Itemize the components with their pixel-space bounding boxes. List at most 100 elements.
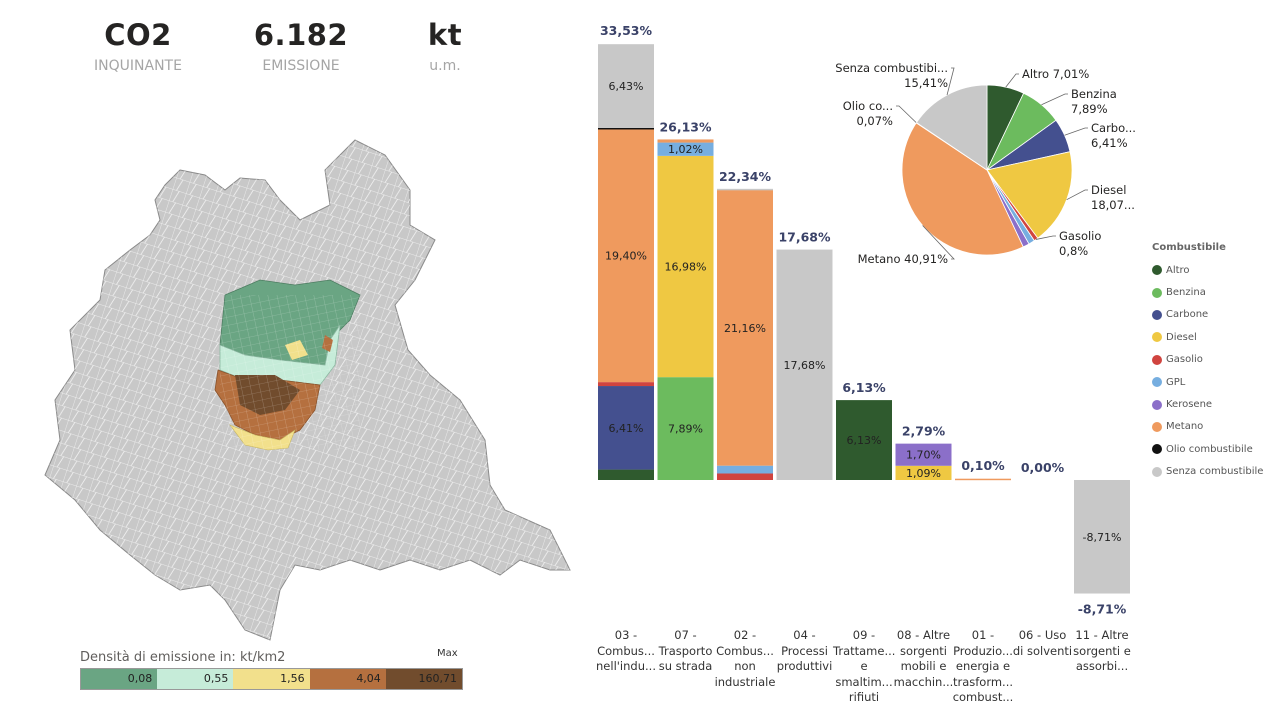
bar-category-line: Trasporto	[658, 643, 713, 658]
pie-leader-line	[946, 67, 955, 96]
bar-category-line: 04 -	[793, 628, 816, 642]
pie-leader-line	[1064, 127, 1088, 136]
bar-total-label: 0,00%	[1021, 460, 1065, 475]
pie-slice-label: Senza combustibi...	[835, 61, 948, 75]
bar-segment[interactable]	[598, 469, 654, 480]
bar-segment[interactable]	[955, 478, 1011, 481]
bar-segment[interactable]	[598, 382, 654, 387]
bar-category-line: mobili e	[900, 659, 947, 673]
bar-category-line: trasform...	[952, 674, 1014, 689]
bar-segment[interactable]	[657, 139, 714, 143]
bar-segment[interactable]	[598, 386, 654, 470]
bar-segment[interactable]	[717, 188, 773, 191]
bar-category-line: macchin...	[893, 674, 954, 689]
pie-leader-line	[1041, 93, 1068, 106]
fuel-legend-item[interactable]: Olio combustibile	[1152, 438, 1263, 460]
fuel-legend-item[interactable]: Senza combustibile	[1152, 461, 1263, 483]
fuel-legend-item[interactable]: Carbone	[1152, 304, 1263, 326]
bar-segment-label: 21,16%	[724, 322, 766, 335]
bar-category-line: su strada	[658, 659, 713, 673]
fuel-legend-item[interactable]: Metano	[1152, 416, 1263, 438]
bar-category-line: 06 - Uso	[1018, 628, 1067, 642]
pie-slice-label: 18,07...	[1091, 198, 1135, 212]
kpi-pollutant-value: CO2	[104, 18, 172, 52]
density-legend-title: Densità di emissione in: kt/km2	[80, 650, 286, 665]
bar-category-label: 06 - Uso di solventi	[1012, 628, 1074, 659]
bar-segment[interactable]	[717, 189, 773, 466]
bar-segment[interactable]	[836, 400, 892, 480]
density-legend-bin[interactable]: 4,04	[309, 669, 386, 689]
fuel-legend-item[interactable]: GPL	[1152, 371, 1263, 393]
bar-segment[interactable]	[598, 44, 654, 128]
pie-slice-label: Metano 40,91%	[858, 252, 948, 266]
bar-category-line: combust...	[952, 690, 1014, 704]
fuel-legend: Combustibile Altro Benzina Carbone Diesel Ga…	[1152, 242, 1263, 483]
bar-total-label: 33,53%	[600, 23, 653, 38]
fuel-legend-item[interactable]: Gasolio	[1152, 349, 1263, 371]
fuel-legend-label: GPL	[1166, 376, 1186, 388]
pie-slice[interactable]	[915, 84, 988, 171]
bar-category-line: e	[860, 659, 868, 673]
bar-category-line: Produzio...	[953, 643, 1013, 658]
bar-segment[interactable]	[598, 127, 654, 130]
bar-segment[interactable]	[717, 473, 773, 480]
pie-slice[interactable]	[986, 151, 1073, 239]
pie-slice-label: Gasolio	[1059, 229, 1101, 243]
bar-category-line: di solventi	[1012, 643, 1073, 658]
bar-category-line: sorgenti e	[1073, 643, 1131, 658]
bar-category-line: 03 -	[614, 628, 638, 642]
kpi-emission: 6.182 EMISSIONE	[226, 18, 376, 74]
fuel-legend-item[interactable]: Kerosene	[1152, 393, 1263, 415]
pie-leader-line	[896, 105, 917, 124]
kpi-emission-value: 6.182	[253, 18, 349, 52]
bar-category-line: smaltim...	[835, 674, 893, 689]
bar-total-label: 2,79%	[902, 424, 946, 439]
bar-category-line: Combus...	[716, 643, 774, 658]
bar-category-label: 08 - Altre sorgenti mobili e macchin...	[893, 628, 955, 690]
bar-category-line: 02 -	[733, 628, 757, 642]
bar-segment[interactable]	[895, 443, 952, 466]
density-legend-bin[interactable]: 0,08	[81, 669, 158, 689]
bar-category-label: 03 - Combus... nell'indu...	[595, 628, 657, 675]
fuel-legend-label: Diesel	[1166, 331, 1197, 343]
pie-slice-label: 0,8%	[1059, 244, 1088, 258]
bar-category-label: 02 - Combus... non industriale	[714, 628, 776, 690]
bar-segment[interactable]	[657, 377, 714, 480]
fuel-legend-dot	[1152, 377, 1162, 388]
bar-category-line: sorgenti	[900, 643, 947, 658]
fuel-legend-label: Metano	[1166, 421, 1204, 433]
fuel-legend-item[interactable]: Benzina	[1152, 281, 1263, 303]
fuel-legend-label: Benzina	[1166, 287, 1206, 299]
fuel-legend-label: Altro	[1166, 264, 1190, 276]
bar-category-line: 08 - Altre	[896, 628, 951, 642]
fuel-legend-title: Combustibile	[1152, 242, 1226, 253]
fuel-legend-item[interactable]: Altro	[1152, 259, 1263, 281]
density-legend-bin[interactable]: 1,56	[233, 669, 310, 689]
pie-slice-label: 7,89%	[1071, 102, 1108, 116]
bar-category-line: industriale	[714, 674, 776, 689]
density-legend-bin[interactable]: 0,55	[157, 669, 234, 689]
fuel-legend-dot	[1152, 332, 1162, 343]
fuel-legend-dot	[1152, 265, 1162, 276]
bar-segment-label: 6,13%	[847, 434, 882, 447]
bar-segment-label: 19,40%	[605, 250, 647, 263]
density-legend-bin[interactable]: 160,71	[385, 669, 463, 689]
bar-segment[interactable]	[1074, 480, 1130, 594]
bar-segment-label: 1,02%	[668, 143, 703, 156]
bar-segment-label: -8,71%	[1083, 531, 1122, 544]
bar-category-line: assorbi...	[1075, 659, 1129, 673]
pie-leader-line	[1005, 73, 1019, 88]
bar-segment[interactable]	[895, 465, 952, 480]
fuel-legend-item[interactable]: Diesel	[1152, 326, 1263, 348]
bar-segment[interactable]	[598, 129, 654, 383]
fuel-legend-label: Gasolio	[1166, 354, 1203, 366]
region-map[interactable]	[30, 130, 575, 645]
fuel-legend-label: Senza combustibile	[1166, 466, 1264, 478]
bar-segment[interactable]	[657, 142, 714, 156]
kpi-emission-label: EMISSIONE	[262, 58, 340, 74]
bar-segment[interactable]	[776, 249, 833, 480]
bar-segment[interactable]	[657, 155, 714, 378]
density-legend: 0,08 0,55 1,56 4,04 160,71	[80, 668, 463, 690]
bar-segment[interactable]	[717, 465, 773, 474]
